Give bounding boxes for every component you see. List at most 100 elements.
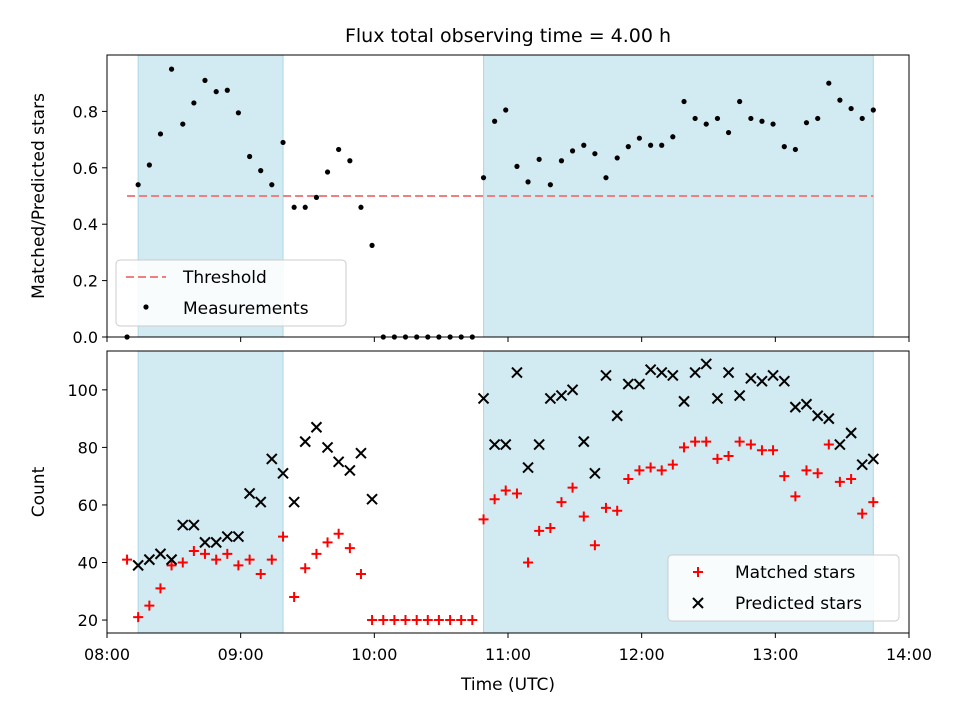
data-point (648, 142, 654, 148)
y-tick-label: 0.2 (73, 272, 98, 291)
data-point (122, 554, 133, 565)
y-tick-label: 0.4 (73, 215, 98, 234)
x-tick-label: 10:00 (351, 645, 397, 664)
data-point (180, 121, 186, 127)
data-point (800, 398, 813, 410)
data-point (623, 474, 634, 485)
data-point (544, 392, 557, 405)
legend: Matched stars Predicted stars (667, 554, 900, 622)
data-point (770, 121, 776, 127)
data-point (522, 461, 534, 474)
data-point (188, 545, 199, 556)
data-point (533, 438, 545, 451)
data-point (645, 462, 656, 473)
data-point (422, 615, 433, 626)
data-point (492, 118, 498, 124)
data-point (489, 494, 500, 505)
legend-predicted-label: Predicted stars (735, 594, 862, 614)
data-point (778, 375, 790, 387)
data-point (333, 528, 344, 539)
data-point (277, 467, 289, 480)
data-point (667, 369, 679, 382)
bottom-panel: 20 40 60 80 100 08:00 09:00 10:00 11:00 12:00 13:0… (29, 350, 932, 695)
data-point (759, 118, 765, 124)
data-point (358, 204, 364, 210)
data-point (578, 511, 589, 522)
data-point (748, 115, 754, 122)
data-point (756, 375, 768, 387)
data-point (369, 242, 375, 248)
data-point (166, 560, 177, 571)
data-point (165, 553, 178, 566)
data-point (255, 569, 266, 580)
data-point (157, 131, 164, 137)
data-point (266, 554, 277, 565)
data-point (712, 453, 723, 464)
data-point (477, 392, 490, 405)
data-point (400, 615, 411, 626)
y-tick-label: 40 (78, 554, 98, 573)
legend-measurements-swatch (143, 304, 149, 310)
data-point (600, 369, 612, 382)
y-tick-label: 0.0 (73, 328, 98, 347)
x-tick-label: 11:00 (485, 645, 531, 664)
y-axis-label: Count (29, 466, 49, 517)
data-point (411, 615, 422, 626)
data-point (523, 557, 534, 568)
data-point (834, 438, 846, 451)
data-point (656, 366, 668, 379)
data-point (478, 514, 489, 525)
data-point (779, 471, 790, 482)
data-point (213, 89, 219, 95)
series-measurements (124, 66, 876, 340)
data-point (636, 135, 642, 141)
data-point (556, 497, 567, 508)
data-point (344, 464, 356, 477)
data-point (188, 519, 200, 531)
data-point (612, 505, 623, 516)
data-point (811, 410, 824, 422)
data-point (511, 366, 523, 379)
y-tick-label: 20 (78, 611, 98, 630)
data-point (812, 468, 823, 479)
data-point (291, 204, 297, 210)
data-point (870, 107, 876, 113)
data-point (555, 389, 568, 402)
data-point (367, 615, 378, 626)
data-point (143, 553, 156, 566)
data-point (488, 438, 501, 451)
data-point (823, 439, 834, 450)
data-point (378, 615, 389, 626)
data-point (868, 497, 879, 508)
data-point (199, 548, 210, 559)
data-point (803, 120, 810, 126)
data-point (500, 438, 512, 451)
legend-matched-label: Matched stars (735, 563, 855, 583)
data-point (589, 467, 601, 480)
data-point (258, 168, 264, 174)
data-point (311, 548, 322, 559)
data-point (625, 144, 631, 150)
y-tick-label: 60 (78, 496, 98, 515)
data-point (679, 442, 690, 453)
data-point (321, 441, 334, 454)
data-point (233, 560, 244, 571)
data-point (144, 600, 155, 611)
data-point (355, 569, 366, 580)
data-point (678, 395, 690, 408)
data-point (177, 557, 188, 568)
data-point (132, 559, 144, 572)
data-point (846, 474, 857, 485)
data-point (867, 453, 880, 465)
data-point (266, 453, 278, 465)
data-point (433, 615, 444, 626)
data-point (232, 530, 245, 543)
series-matched-stars (122, 436, 879, 626)
data-point (155, 583, 166, 594)
series-predicted-stars (132, 358, 880, 572)
data-point (801, 465, 812, 476)
data-point (222, 548, 233, 559)
data-point (690, 436, 701, 447)
data-point (857, 508, 868, 519)
